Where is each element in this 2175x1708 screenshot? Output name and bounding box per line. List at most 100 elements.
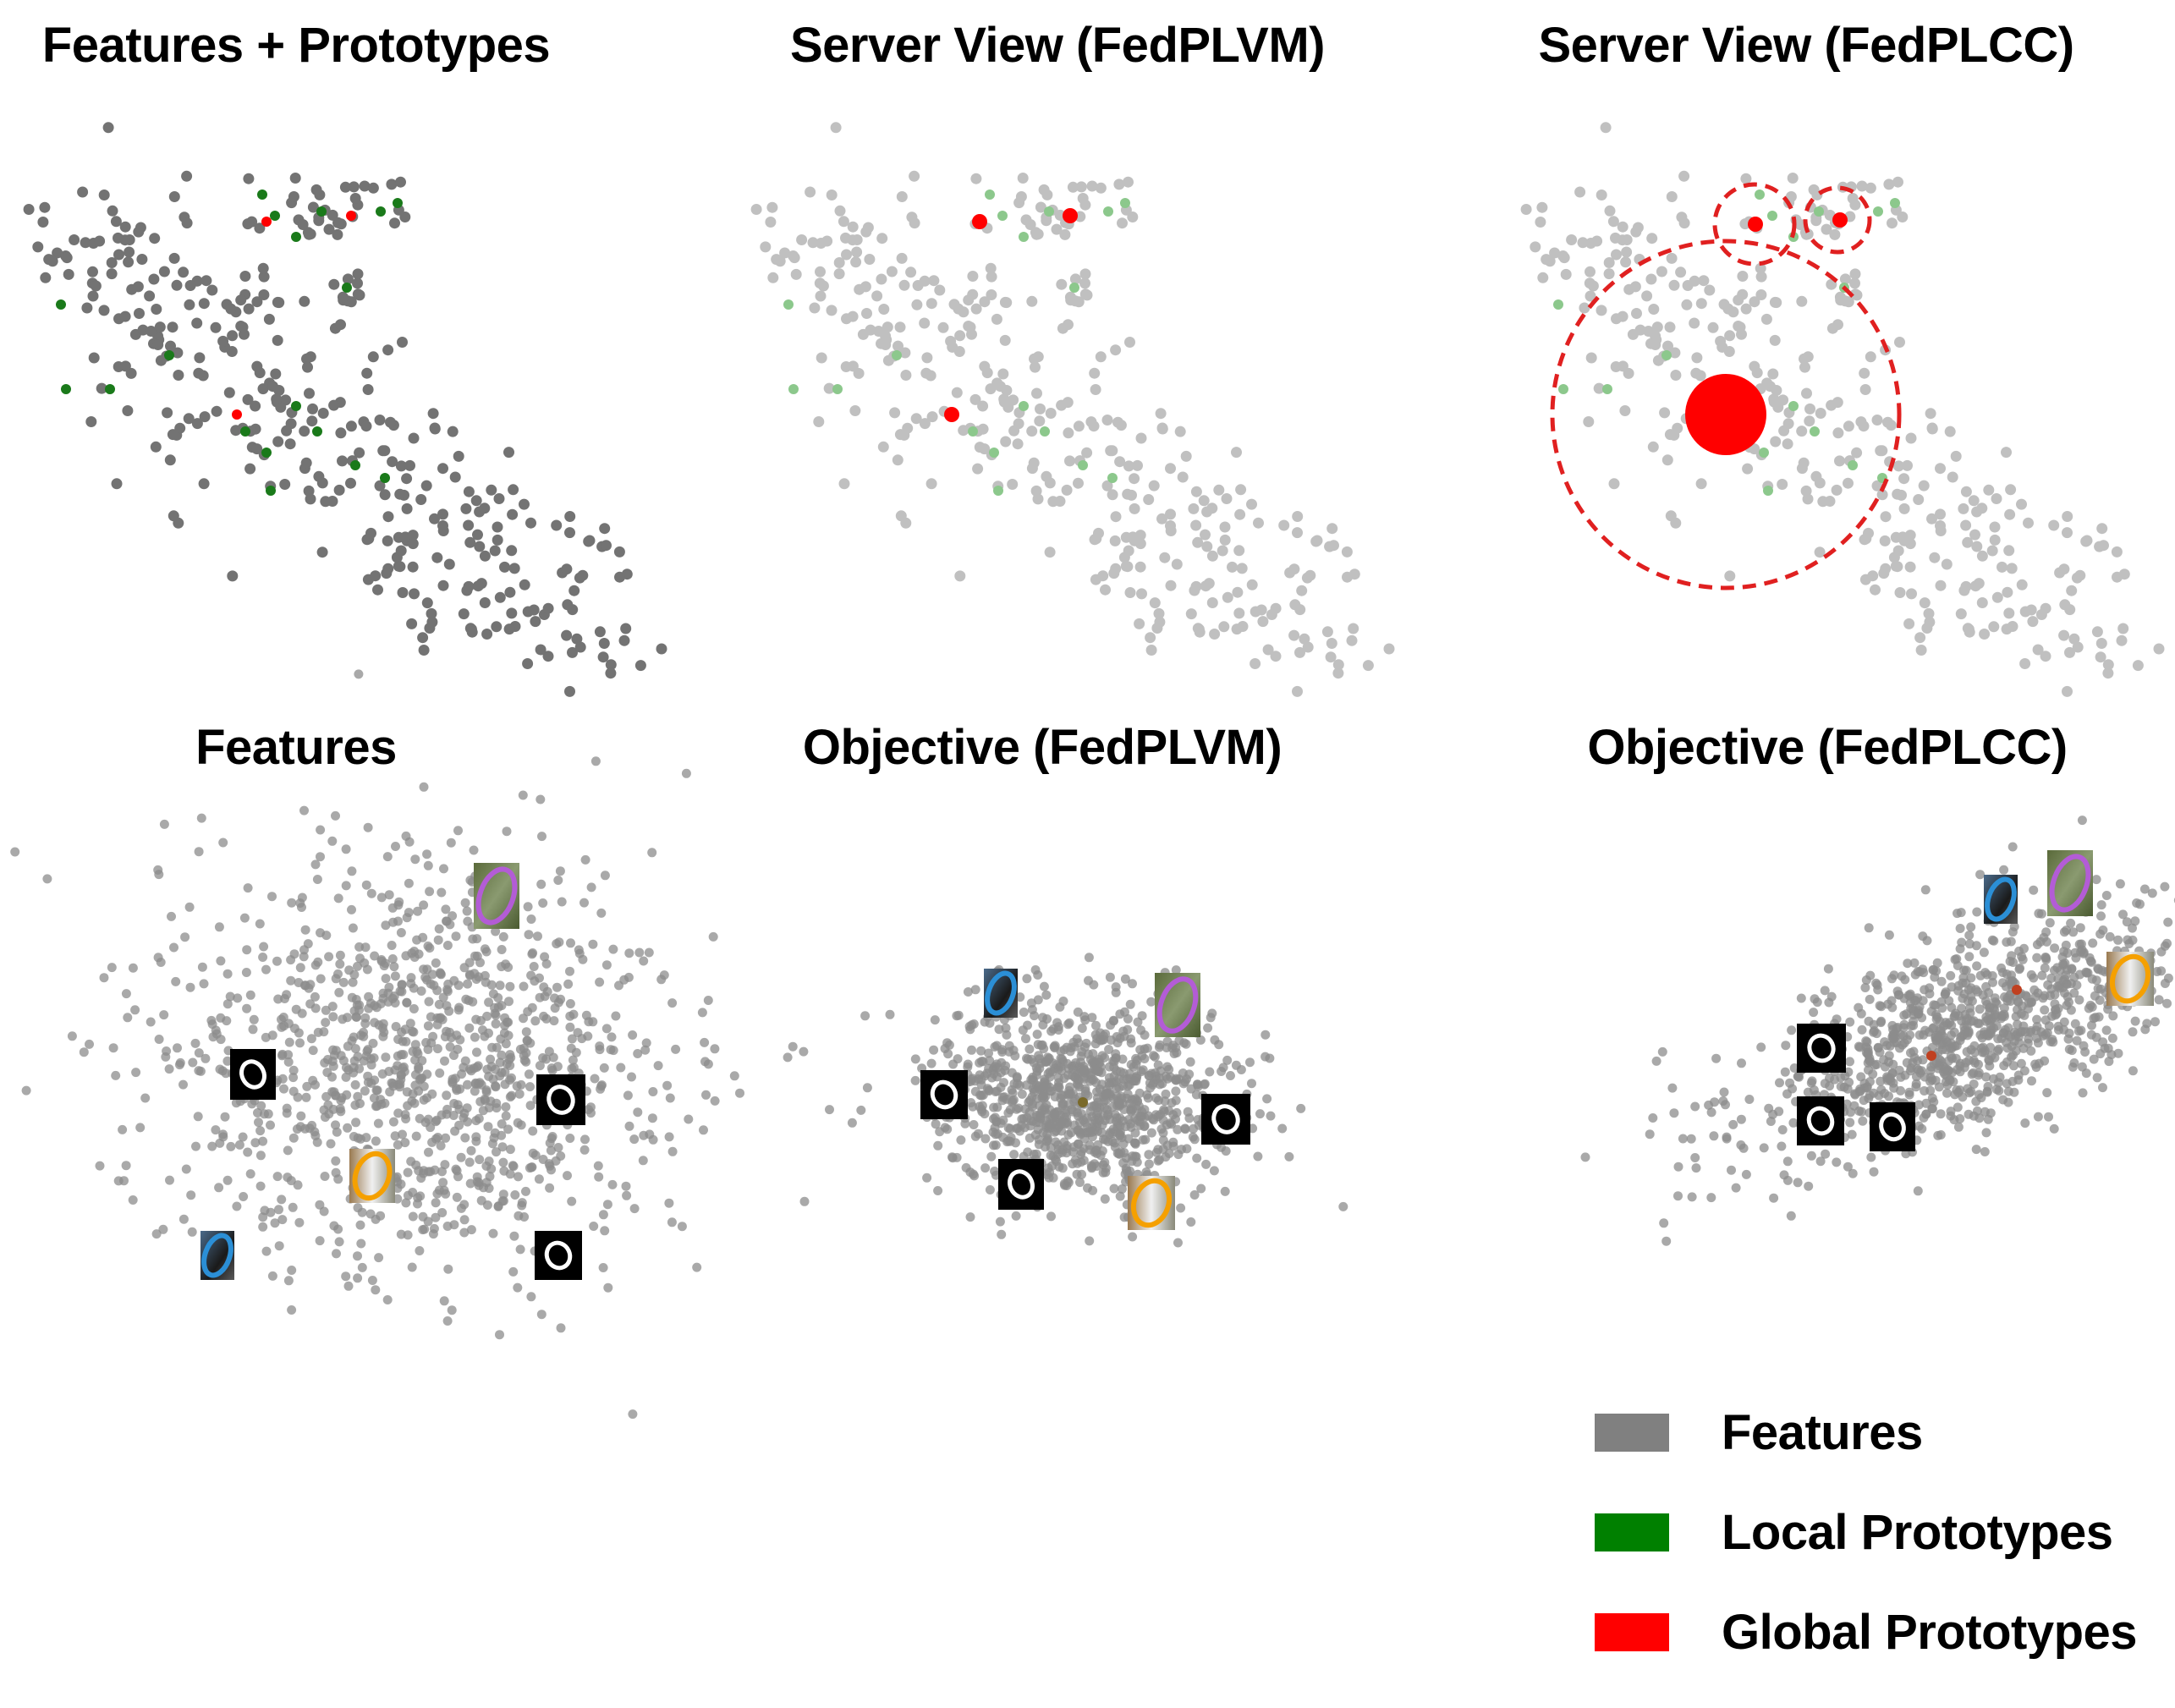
feature-point — [378, 1031, 388, 1041]
feature-point — [1865, 182, 1876, 194]
feature-point — [662, 1080, 673, 1090]
feature-point — [1045, 1105, 1055, 1115]
feature-point — [365, 1209, 376, 1219]
feature-point — [1863, 527, 1874, 539]
feature-point — [535, 644, 546, 656]
feature-point — [1085, 1236, 1095, 1246]
feature-point — [242, 1003, 252, 1013]
feature-point — [1999, 1061, 2009, 1071]
feature-point — [283, 1173, 293, 1183]
feature-point — [349, 969, 360, 980]
feature-point — [1253, 1151, 1263, 1162]
feature-point — [1080, 1015, 1090, 1025]
feature-point — [374, 1253, 384, 1263]
feature-point — [1088, 1185, 1098, 1195]
feature-point — [1034, 415, 1046, 427]
feature-point — [671, 1044, 681, 1054]
feature-point — [2016, 1058, 2026, 1068]
feature-point — [1962, 536, 1974, 548]
feature-point — [277, 1215, 288, 1225]
feature-point — [149, 233, 161, 244]
feature-point — [478, 1106, 488, 1116]
feature-point — [413, 1193, 423, 1203]
feature-point — [419, 1168, 428, 1178]
feature-point — [1947, 1030, 1956, 1041]
cat-photo-icon — [2047, 850, 2093, 916]
feature-point — [317, 408, 329, 419]
feature-point — [1035, 1101, 1045, 1111]
local-prototype-point — [1810, 426, 1820, 437]
feature-point — [1988, 977, 1997, 987]
feature-point — [1046, 1211, 1056, 1222]
feature-point — [1831, 484, 1843, 496]
feature-point — [963, 1059, 973, 1069]
feature-point — [419, 782, 429, 792]
feature-point — [499, 561, 510, 573]
feature-point — [230, 425, 242, 437]
feature-point — [594, 626, 606, 638]
feature-point — [919, 418, 931, 430]
feature-point — [349, 1032, 359, 1042]
feature-point — [1217, 1067, 1227, 1076]
feature-point — [195, 1066, 206, 1076]
feature-point — [999, 296, 1011, 308]
feature-point — [647, 1113, 657, 1123]
feature-point — [1880, 1089, 1890, 1098]
feature-point — [896, 252, 908, 264]
feature-point — [310, 991, 320, 1002]
feature-point — [1064, 291, 1076, 303]
feature-point — [1585, 266, 1596, 277]
feature-point — [997, 1229, 1007, 1239]
feature-point — [345, 477, 356, 489]
feature-point — [1643, 326, 1655, 337]
feature-point — [1189, 1190, 1200, 1200]
feature-point — [464, 958, 475, 968]
feature-point — [1184, 1069, 1195, 1079]
feature-point — [1002, 401, 1014, 413]
feature-point — [350, 1044, 360, 1054]
feature-point — [1823, 964, 1833, 974]
feature-point — [447, 426, 459, 437]
feature-point — [2046, 991, 2055, 1001]
feature-point — [1253, 517, 1264, 529]
feature-point — [1650, 339, 1661, 350]
feature-point — [1719, 1087, 1729, 1097]
feature-point — [1885, 1041, 1895, 1051]
feature-point — [2053, 974, 2063, 984]
feature-point — [439, 864, 448, 874]
feature-point — [1971, 941, 1981, 951]
feature-point — [2060, 958, 2070, 969]
feature-point — [2105, 931, 2115, 942]
feature-point — [370, 951, 380, 961]
feature-point — [1945, 1018, 1954, 1028]
feature-point — [805, 186, 816, 198]
feature-point — [258, 1136, 268, 1146]
feature-point — [421, 1038, 431, 1047]
feature-point — [664, 1198, 674, 1208]
feature-point — [629, 1204, 640, 1214]
feature-point — [288, 1202, 298, 1212]
feature-point — [607, 1032, 617, 1042]
feature-point — [218, 838, 228, 848]
feature-point — [882, 321, 893, 333]
feature-point — [2077, 816, 2087, 826]
feature-point — [448, 1111, 459, 1120]
feature-point — [442, 1104, 453, 1114]
feature-point — [1871, 415, 1883, 426]
feature-point — [1131, 1073, 1140, 1083]
feature-point — [1174, 426, 1186, 437]
feature-point — [1935, 520, 1946, 531]
feature-point — [310, 1003, 321, 1013]
feature-point — [1914, 632, 1926, 644]
feature-point — [476, 1079, 486, 1090]
feature-point — [553, 1143, 563, 1152]
feature-point — [1136, 1112, 1145, 1121]
feature-point — [1123, 176, 1134, 188]
feature-point — [1153, 1145, 1163, 1155]
feature-point — [316, 974, 326, 984]
feature-point — [222, 969, 233, 979]
feature-point — [1865, 351, 1876, 363]
feature-point — [1123, 1134, 1134, 1144]
feature-point — [432, 1044, 442, 1054]
feature-point — [1112, 1113, 1122, 1123]
